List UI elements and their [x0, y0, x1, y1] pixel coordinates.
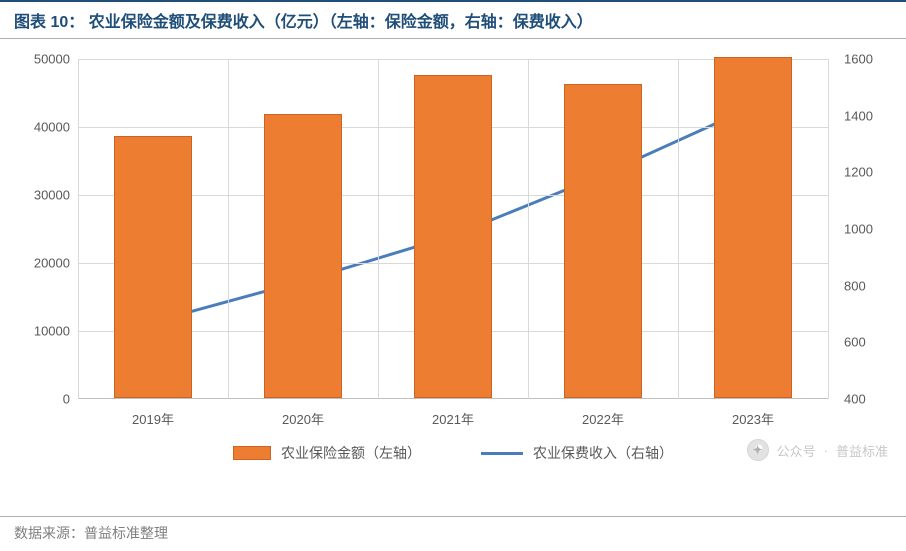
y-right-tick: 600 [844, 335, 906, 350]
y-right-tick: 1200 [844, 165, 906, 180]
chart-area: 0 10000 20000 30000 40000 50000 400 600 800 1000… [0, 39, 906, 499]
y-left-tick: 10000 [0, 324, 70, 339]
x-tick: 2022年 [582, 409, 624, 428]
legend-item-bars: 农业保险金额（左轴） [233, 443, 421, 463]
watermark-prefix: 公众号 [777, 441, 816, 460]
x-tick: 2021年 [432, 409, 474, 428]
y-right-tick: 800 [844, 278, 906, 293]
y-right-tick: 1000 [844, 222, 906, 237]
y-right-axis-ticks: 4006008001000120014001600 [836, 59, 906, 399]
y-left-tick: 50000 [0, 52, 70, 67]
bar [114, 136, 192, 398]
watermark: ✦ 公众号 · 普益标准 [747, 439, 888, 461]
x-tick: 2019年 [132, 409, 174, 428]
watermark-name: 普益标准 [836, 441, 888, 460]
chart-title: 图表 10： 农业保险金额及保费收入（亿元）（左轴：保险金额，右轴：保费收入） [0, 0, 906, 39]
y-left-tick: 30000 [0, 188, 70, 203]
y-right-tick: 1600 [844, 52, 906, 67]
legend-swatch-bar [233, 446, 271, 460]
legend: 农业保险金额（左轴） 农业保费收入（右轴） [78, 443, 828, 463]
y-left-tick: 40000 [0, 120, 70, 135]
y-right-tick: 1400 [844, 108, 906, 123]
bar [564, 84, 642, 398]
y-left-axis-ticks: 01000020000300004000050000 [0, 59, 70, 399]
y-left-tick: 20000 [0, 256, 70, 271]
bar [714, 57, 792, 398]
footer-source: 数据来源：普益标准整理 [0, 516, 906, 551]
wechat-icon: ✦ [747, 439, 769, 461]
legend-item-line: 农业保费收入（右轴） [481, 443, 673, 463]
plot-region [78, 59, 828, 399]
bar [414, 75, 492, 398]
watermark-dot: · [824, 443, 828, 458]
legend-label-bars: 农业保险金额（左轴） [281, 443, 421, 463]
x-tick: 2023年 [732, 409, 774, 428]
bar [264, 114, 342, 398]
x-axis-ticks: 2019年 2020年 2021年 2022年 2023年 [78, 403, 828, 427]
y-right-tick: 400 [844, 392, 906, 407]
x-tick: 2020年 [282, 409, 324, 428]
y-left-tick: 0 [0, 392, 70, 407]
legend-swatch-line [481, 452, 523, 455]
legend-label-line: 农业保费收入（右轴） [533, 443, 673, 463]
